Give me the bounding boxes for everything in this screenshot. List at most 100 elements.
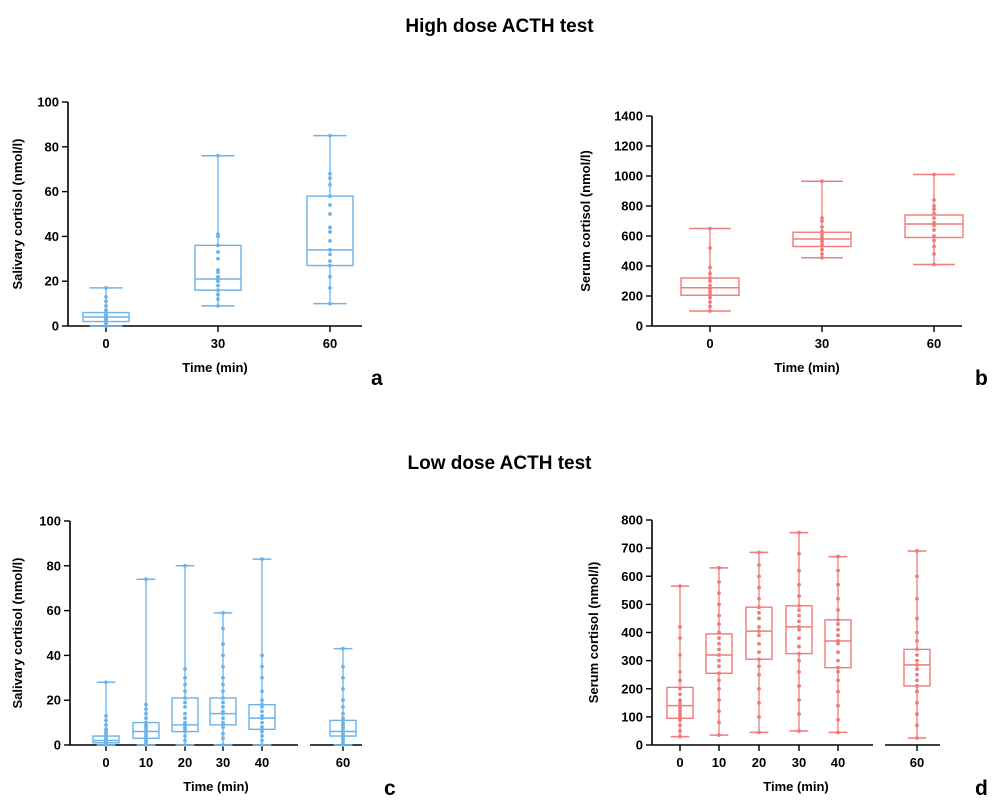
data-point	[221, 689, 225, 694]
box-30-min	[194, 153, 242, 308]
y-tick-label: 200	[621, 289, 643, 304]
x-tick-label: 30	[211, 336, 225, 351]
data-point	[797, 568, 801, 573]
y-tick-label: 800	[621, 199, 643, 214]
data-point	[221, 716, 225, 721]
data-point	[757, 585, 761, 590]
x-tick-label: 10	[139, 755, 153, 770]
y-tick-label: 20	[47, 693, 61, 708]
y-axis-title: Salivary cortisol (nmol/l)	[10, 139, 25, 290]
data-point	[260, 713, 264, 718]
data-point	[678, 636, 682, 641]
data-point	[221, 664, 225, 669]
data-point	[797, 627, 801, 632]
x-tick-label: 30	[216, 755, 230, 770]
data-point	[836, 633, 840, 638]
y-tick-label: 1400	[614, 109, 643, 124]
data-point	[797, 603, 801, 608]
data-point	[221, 675, 225, 680]
data-point	[260, 725, 264, 729]
panel-label-c: c	[384, 777, 396, 800]
data-point	[216, 303, 220, 308]
data-point	[678, 717, 682, 722]
data-point	[708, 295, 712, 300]
data-point	[341, 711, 345, 716]
x-tick-label: 60	[323, 336, 337, 351]
data-point	[328, 182, 332, 187]
box-60-min	[904, 172, 964, 267]
data-point	[328, 247, 332, 252]
y-tick-label: 100	[621, 709, 643, 724]
data-point	[717, 678, 721, 683]
data-point	[221, 725, 225, 729]
data-point	[820, 243, 824, 247]
y-tick-label: 80	[45, 139, 59, 154]
data-point	[678, 686, 682, 691]
data-point	[797, 658, 801, 663]
data-point	[757, 605, 761, 610]
box-0-min	[92, 680, 120, 747]
data-point	[260, 653, 264, 658]
data-point	[797, 636, 801, 641]
data-point	[144, 707, 148, 712]
data-point	[260, 734, 264, 738]
data-point	[328, 263, 332, 268]
data-point	[717, 641, 721, 646]
data-point	[221, 696, 225, 700]
data-point	[216, 297, 220, 302]
data-point	[820, 219, 824, 223]
data-point	[260, 698, 264, 703]
data-point	[341, 698, 345, 703]
data-point	[757, 686, 761, 691]
data-point	[341, 705, 345, 709]
data-point	[797, 644, 801, 649]
data-point	[183, 682, 187, 687]
data-point	[708, 286, 712, 291]
data-point	[836, 582, 840, 587]
data-point	[678, 653, 682, 657]
data-point	[915, 678, 919, 683]
data-point	[328, 133, 332, 138]
data-point	[104, 718, 108, 723]
data-point	[183, 696, 187, 700]
data-point	[836, 622, 840, 626]
data-point	[836, 658, 840, 663]
x-tick-label: 60	[336, 755, 350, 770]
data-point	[183, 720, 187, 725]
data-point	[915, 653, 919, 657]
data-point	[221, 700, 225, 705]
data-point	[797, 712, 801, 716]
box-30-min	[785, 530, 813, 733]
data-point	[328, 225, 332, 230]
data-point	[678, 712, 682, 716]
data-point	[341, 664, 345, 669]
data-point	[932, 198, 936, 202]
data-point	[932, 207, 936, 211]
data-point	[915, 639, 919, 643]
x-tick-label: 30	[792, 755, 806, 770]
data-point	[221, 720, 225, 725]
y-tick-label: 0	[52, 319, 59, 334]
data-point	[183, 711, 187, 716]
data-point	[708, 226, 712, 231]
data-point	[757, 550, 761, 555]
data-point	[836, 689, 840, 694]
data-point	[915, 712, 919, 716]
data-point	[260, 709, 264, 714]
data-point	[260, 702, 264, 707]
data-point	[797, 582, 801, 587]
data-point	[221, 626, 225, 631]
y-tick-label: 700	[621, 541, 643, 556]
y-tick-label: 100	[37, 95, 59, 110]
data-point	[932, 228, 936, 232]
data-point	[708, 271, 712, 276]
data-point	[932, 216, 936, 220]
data-point	[221, 731, 225, 736]
data-point	[757, 730, 761, 735]
data-point	[328, 259, 332, 263]
data-point	[757, 672, 761, 677]
data-point	[221, 653, 225, 658]
data-point	[717, 565, 721, 570]
data-point	[757, 596, 761, 601]
